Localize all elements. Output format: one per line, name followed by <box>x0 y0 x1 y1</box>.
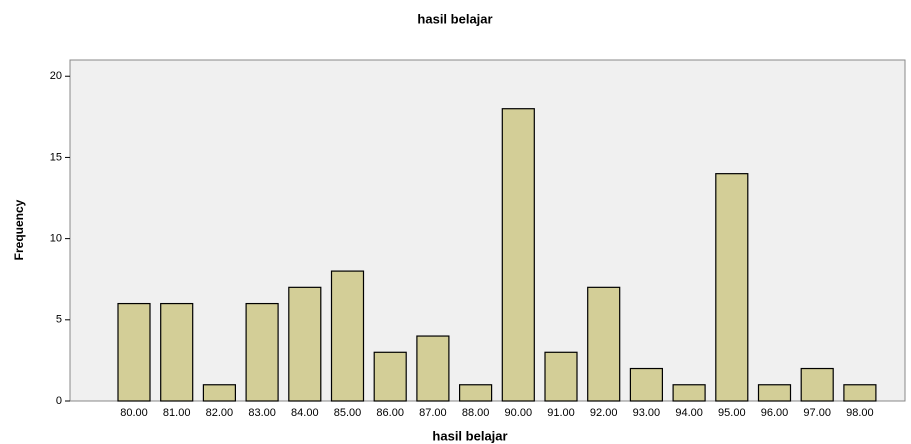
x-tick-label: 94.00 <box>675 407 703 419</box>
bar <box>117 302 151 402</box>
bar <box>843 384 877 402</box>
bar <box>416 335 450 402</box>
bar <box>672 384 706 402</box>
bar <box>800 367 834 402</box>
x-tick-label: 92.00 <box>590 407 618 419</box>
y-tick-label: 20 <box>50 70 62 82</box>
bar <box>245 302 279 402</box>
bar <box>202 384 236 402</box>
bar <box>629 367 664 402</box>
bar <box>544 351 578 402</box>
x-tick-label: 84.00 <box>291 407 319 419</box>
y-tick-label: 0 <box>56 395 62 407</box>
y-axis-label: Frequency <box>12 199 26 260</box>
x-tick-label: 80.00 <box>120 407 148 419</box>
x-tick-label: 85.00 <box>334 407 362 419</box>
x-tick-label: 81.00 <box>163 407 191 419</box>
x-tick-label: 95.00 <box>718 407 746 419</box>
bar <box>757 384 792 402</box>
bar <box>160 302 194 402</box>
x-tick-label: 82.00 <box>206 407 234 419</box>
x-tick-label: 97.00 <box>803 407 831 419</box>
x-tick-label: 87.00 <box>419 407 447 419</box>
x-tick-label: 90.00 <box>505 407 533 419</box>
x-axis-label: hasil belajar <box>432 428 507 443</box>
bar <box>330 270 365 402</box>
x-tick-label: 91.00 <box>547 407 575 419</box>
x-tick-label: 98.00 <box>846 407 874 419</box>
y-tick-label: 10 <box>50 233 62 245</box>
x-tick-label: 88.00 <box>462 407 490 419</box>
x-tick-label: 96.00 <box>761 407 789 419</box>
bar <box>715 173 749 402</box>
y-tick-label: 5 <box>56 314 62 326</box>
y-tick-label: 15 <box>50 151 62 163</box>
bar <box>501 108 535 402</box>
bar <box>587 286 621 402</box>
bar <box>373 351 407 402</box>
bar <box>288 286 322 402</box>
x-tick-label: 93.00 <box>633 407 661 419</box>
x-tick-label: 86.00 <box>376 407 404 419</box>
chart-title: hasil belajar <box>417 11 492 26</box>
bar <box>459 384 493 402</box>
x-tick-label: 83.00 <box>248 407 276 419</box>
plot-area <box>69 59 906 402</box>
